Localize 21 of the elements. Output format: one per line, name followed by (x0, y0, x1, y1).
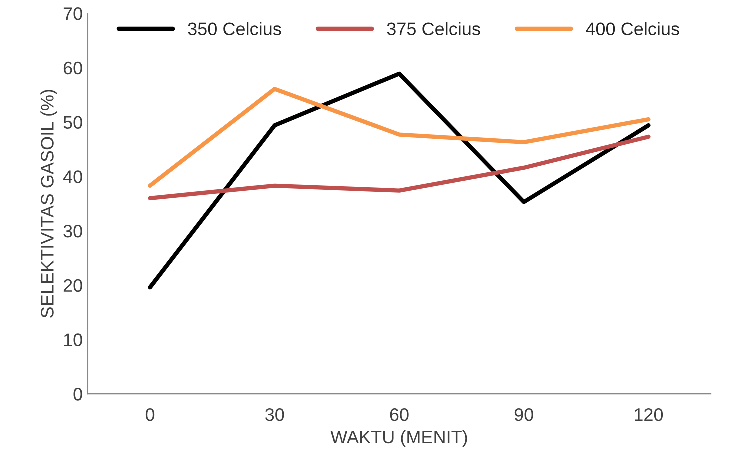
y-tick-label: 50 (64, 116, 82, 130)
x-axis-title: WAKTU (MENIT) (330, 430, 468, 448)
y-tick-label: 60 (64, 62, 82, 75)
legend-label: 400 Celcius (586, 22, 680, 36)
y-tick-label: 70 (64, 8, 82, 20)
y-tick-label: 10 (64, 334, 82, 346)
y-tick-label: 30 (64, 224, 82, 238)
x-tick-label: 90 (514, 408, 534, 422)
x-tick-label: 0 (146, 408, 155, 422)
x-tick-label: 60 (390, 408, 409, 422)
y-tick-label: 20 (64, 279, 82, 292)
y-tick-label: 40 (63, 170, 82, 184)
line-series (148, 134, 651, 200)
legend-label: 375 Celcius (387, 22, 480, 36)
x-tick-label: 30 (266, 408, 284, 422)
y-tick-label: 0 (74, 388, 82, 401)
x-tick-label: 120 (635, 408, 664, 422)
line-series (148, 72, 651, 290)
legend-label: 350 Celcius (188, 22, 282, 36)
line-series (148, 87, 651, 188)
y-axis-title: SELEKTIVITAS GASOIL (%) (40, 90, 58, 318)
